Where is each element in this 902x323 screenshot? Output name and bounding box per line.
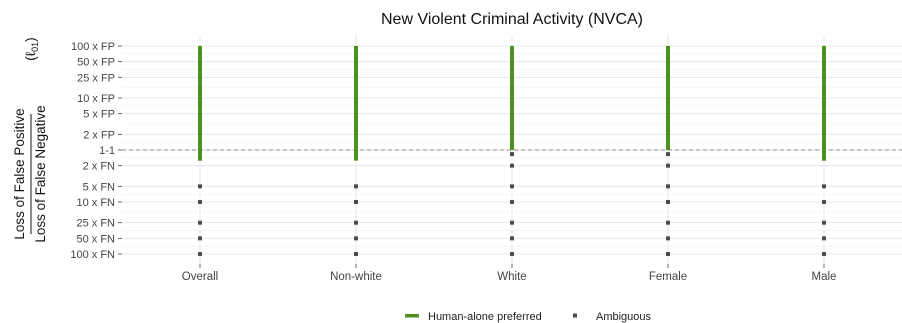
point-ambiguous-female <box>666 163 670 168</box>
y-tick-label-5-x-fn: 5 x FN <box>83 181 115 193</box>
x-tick-label-female: Female <box>649 271 687 283</box>
point-ambiguous-white <box>510 236 514 241</box>
y-label-symbol-subscript: 01 <box>30 42 40 52</box>
legend-swatch-human-alone <box>405 314 419 318</box>
y-tick-label-25-x-fn: 25 x FN <box>76 218 115 230</box>
point-ambiguous-overall <box>198 200 202 204</box>
point-ambiguous-overall <box>198 184 202 189</box>
point-ambiguous-female <box>666 152 670 157</box>
y-tick-label-1-1: 1-1 <box>99 145 115 157</box>
point-ambiguous-overall <box>198 236 202 241</box>
point-ambiguous-non-white <box>354 252 358 256</box>
point-ambiguous-non-white <box>354 236 358 241</box>
x-tick-label-white: White <box>497 271 526 283</box>
y-label-symbol-open: (ℓ <box>23 51 38 60</box>
point-ambiguous-female <box>666 236 670 241</box>
x-tick-label-overall: Overall <box>182 271 218 283</box>
y-label-symbol-close: ) <box>23 37 38 42</box>
point-ambiguous-overall <box>198 252 202 256</box>
point-ambiguous-white <box>510 163 514 168</box>
point-ambiguous-white <box>510 252 514 256</box>
point-ambiguous-non-white <box>354 200 358 204</box>
point-ambiguous-white <box>510 220 514 225</box>
point-ambiguous-female <box>666 252 670 256</box>
point-ambiguous-male <box>822 236 826 241</box>
point-ambiguous-white <box>510 152 514 157</box>
y-tick-label-100-x-fp: 100 x FP <box>71 41 115 53</box>
legend-label-ambiguous: Ambiguous <box>596 311 652 323</box>
x-axis-ticks: Overall Non-white White Female Male <box>182 264 837 283</box>
legend: Human-alone preferred Ambiguous <box>405 311 652 323</box>
legend-swatch-ambiguous <box>573 313 577 318</box>
point-ambiguous-male <box>822 184 826 189</box>
point-ambiguous-male <box>822 200 826 204</box>
point-ambiguous-female <box>666 220 670 225</box>
x-tick-label-non-white: Non-white <box>330 271 382 283</box>
y-tick-label-10-x-fp: 10 x FP <box>77 93 115 105</box>
point-ambiguous-female <box>666 200 670 204</box>
y-label-denominator: Loss of False Negative <box>33 105 48 242</box>
x-tick-label-male: Male <box>812 271 837 283</box>
y-tick-label-2-x-fp: 2 x FP <box>83 129 115 141</box>
point-ambiguous-white <box>510 200 514 204</box>
y-tick-label-2-x-fn: 2 x FN <box>83 161 115 173</box>
y-tick-label-25-x-fp: 25 x FP <box>77 72 115 84</box>
y-tick-label-100-x-fn: 100 x FN <box>70 249 115 261</box>
point-ambiguous-non-white <box>354 184 358 189</box>
y-tick-label-50-x-fn: 50 x FN <box>76 233 115 245</box>
y-tick-label-50-x-fp: 50 x FP <box>77 57 115 69</box>
point-ambiguous-male <box>822 252 826 256</box>
point-ambiguous-white <box>510 184 514 189</box>
y-tick-label-5-x-fp: 5 x FP <box>83 109 115 121</box>
y-axis-ticks: 100 x FP 50 x FP 25 x FP 10 x FP 5 x FP 2 x F… <box>70 41 122 261</box>
point-ambiguous-female <box>666 184 670 189</box>
y-axis-label: Loss of False Positive Loss of False Neg… <box>12 37 48 242</box>
point-ambiguous-non-white <box>354 220 358 225</box>
y-tick-label-10-x-fn: 10 x FN <box>76 197 115 209</box>
y-label-numerator: Loss of False Positive <box>12 108 27 239</box>
y-label-loss-symbol: (ℓ01) <box>23 37 40 60</box>
chart-title: New Violent Criminal Activity (NVCA) <box>381 11 643 28</box>
data-marks <box>198 46 826 256</box>
point-ambiguous-overall <box>198 220 202 225</box>
point-ambiguous-male <box>822 220 826 225</box>
legend-label-human-alone: Human-alone preferred <box>428 311 542 323</box>
